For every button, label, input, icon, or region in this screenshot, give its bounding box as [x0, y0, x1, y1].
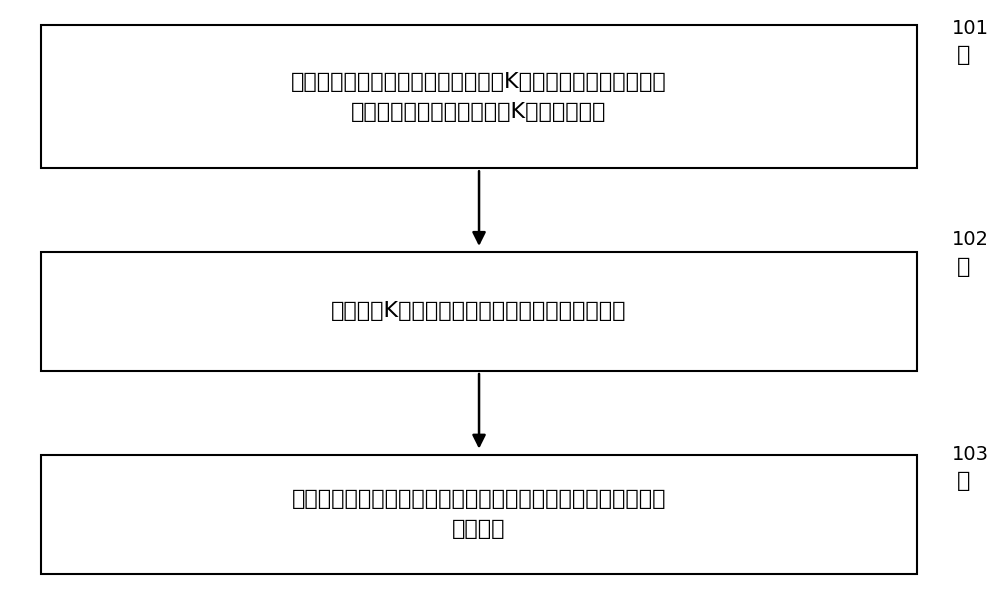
Text: ～: ～	[957, 45, 970, 65]
Text: 将多参数定量网络模型输出的多个参数定量分布图确定为磁共振
成像结果: 将多参数定量网络模型输出的多个参数定量分布图确定为磁共振 成像结果	[292, 489, 666, 539]
FancyBboxPatch shape	[41, 455, 917, 574]
Text: 通过三维扰相梯度回波序列，且通过K空间变密度交错采样的方
式获取不同对比度的降采样K空间特征数据: 通过三维扰相梯度回波序列，且通过K空间变密度交错采样的方 式获取不同对比度的降采…	[291, 72, 667, 122]
Text: 将降采样K空间特征数据输入多参数定量网络模型: 将降采样K空间特征数据输入多参数定量网络模型	[331, 301, 627, 322]
Text: ～: ～	[957, 471, 970, 491]
FancyBboxPatch shape	[41, 25, 917, 168]
Text: 103: 103	[952, 445, 989, 464]
Text: 102: 102	[952, 231, 989, 249]
Text: ～: ～	[957, 257, 970, 277]
FancyBboxPatch shape	[41, 252, 917, 371]
Text: 101: 101	[952, 19, 989, 38]
